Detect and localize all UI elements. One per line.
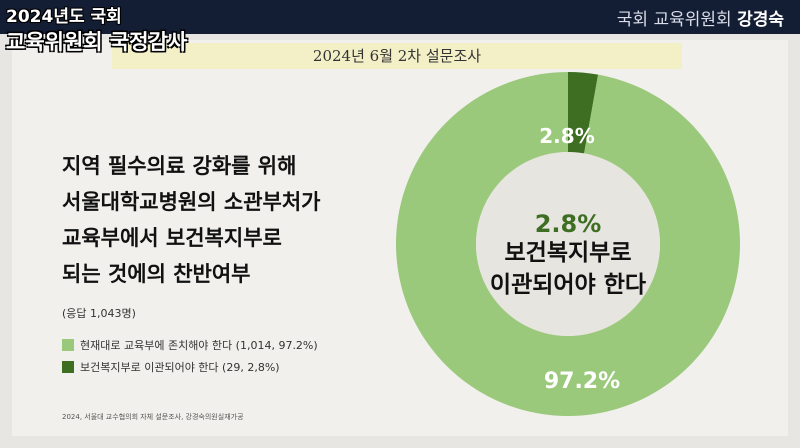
question: 지역 필수의료 강화를 위해 서울대학교병원의 소관부처가 교육부에서 보건복지… — [62, 148, 422, 292]
slice-transfer — [568, 72, 599, 154]
legend-label: 현재대로 교육부에 존치해야 한다 (1,014, 97.2%) — [80, 339, 318, 352]
question-line: 서울대학교병원의 소관부처가 — [62, 190, 321, 214]
committee-name: 국회 교육위원회 — [616, 10, 732, 30]
respondent-count: (응답 1,043명) — [62, 307, 136, 320]
survey-title: 2024년 6월 2차 설문조사 — [112, 43, 682, 69]
legend-swatch — [62, 339, 74, 351]
center-line: 보건복지부로 — [505, 240, 632, 266]
donut-hole — [476, 152, 660, 336]
slice-keep — [395, 72, 740, 416]
legend-swatch — [62, 361, 74, 373]
program-title: 2024년도 국회 교육위원회 국정감사 — [6, 2, 224, 54]
question-line: 되는 것에의 찬반여부 — [62, 262, 251, 286]
legend-item: 현재대로 교육부에 존치해야 한다 (1,014, 97.2%) — [62, 334, 318, 356]
legend-item: 보건복지부로 이관되어야 한다 (29, 2,8%) — [62, 356, 318, 378]
question-line: 교육부에서 보건복지부로 — [62, 226, 282, 250]
member-caption: 국회 교육위원회 강경숙 — [617, 5, 784, 30]
center-value: 2.8% — [535, 210, 602, 238]
legend-label: 보건복지부로 이관되어야 한다 (29, 2,8%) — [80, 361, 280, 374]
center-line: 이관되어야 한다 — [490, 272, 646, 298]
title-line-1: 2024년도 국회 — [6, 7, 122, 27]
slice-label-transfer: 2.8% — [539, 124, 594, 148]
top-bar — [0, 0, 800, 34]
title-line-2: 교육위원회 국정감사 — [6, 30, 188, 54]
member-name: 강경숙 — [737, 10, 784, 30]
question-line: 지역 필수의료 강화를 위해 — [62, 154, 297, 178]
chart-legend: 현재대로 교육부에 존치해야 한다 (1,014, 97.2%) 보건복지부로 … — [62, 334, 318, 378]
source-note: 2024, 서울대 교수협의회 자체 설문조사, 강경숙의원실재가공 — [62, 413, 244, 421]
slice-label-keep: 97.2% — [544, 369, 620, 394]
